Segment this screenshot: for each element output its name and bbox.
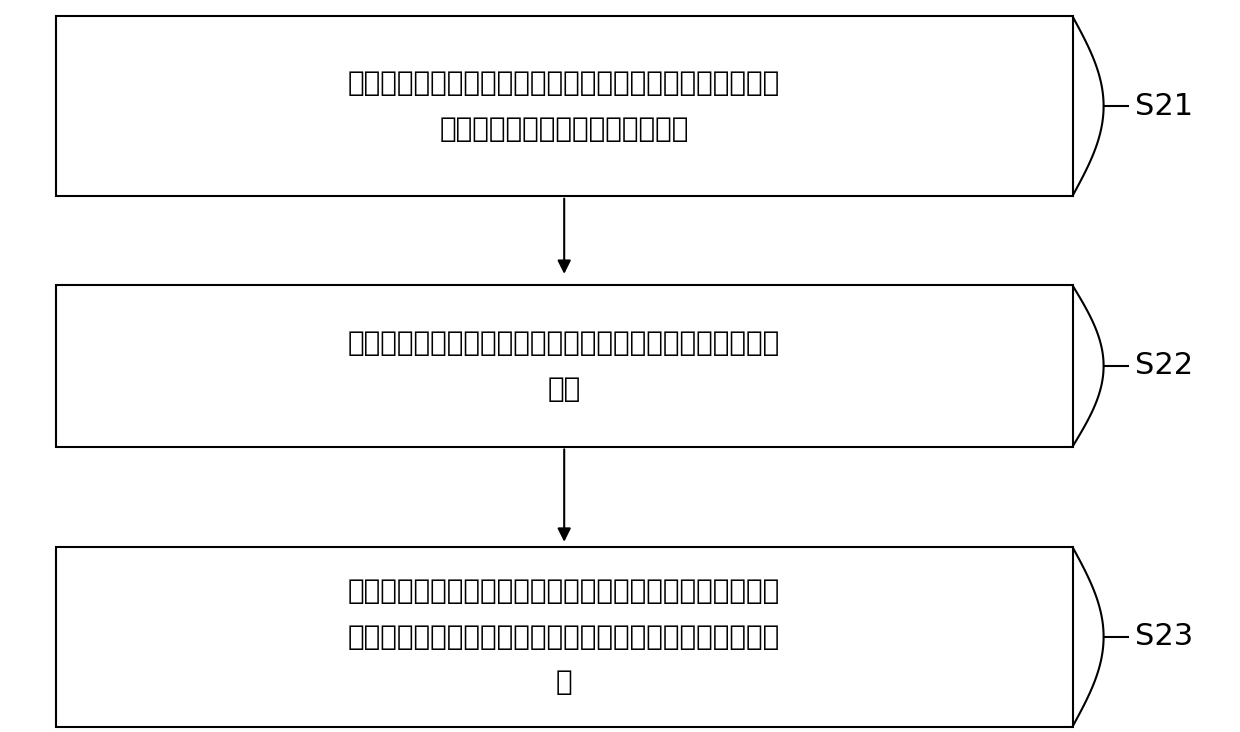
Text: S21: S21 (1135, 92, 1193, 121)
Text: 形: 形 (556, 668, 573, 696)
Text: 征点: 征点 (548, 375, 580, 403)
Text: S22: S22 (1135, 351, 1193, 381)
FancyBboxPatch shape (56, 548, 1073, 726)
Text: 提取所述第一外形图和所述第二外形图中相同的特征点，根: 提取所述第一外形图和所述第二外形图中相同的特征点，根 (348, 578, 780, 605)
Text: 据所述相同的特征点获取所述目标物体的外形的三维几何图: 据所述相同的特征点获取所述目标物体的外形的三维几何图 (348, 623, 780, 651)
Text: 根据所述第一图像信息和所述第二图像信息分别获取所述目: 根据所述第一图像信息和所述第二图像信息分别获取所述目 (348, 70, 780, 97)
Text: 分别获取所述第一外形图和所述第二外形图中的至少两个特: 分别获取所述第一外形图和所述第二外形图中的至少两个特 (348, 329, 780, 357)
Text: 标物体的第一外形图和第二外形图: 标物体的第一外形图和第二外形图 (439, 115, 689, 143)
FancyBboxPatch shape (56, 285, 1073, 447)
FancyBboxPatch shape (56, 17, 1073, 196)
Text: S23: S23 (1135, 622, 1193, 651)
